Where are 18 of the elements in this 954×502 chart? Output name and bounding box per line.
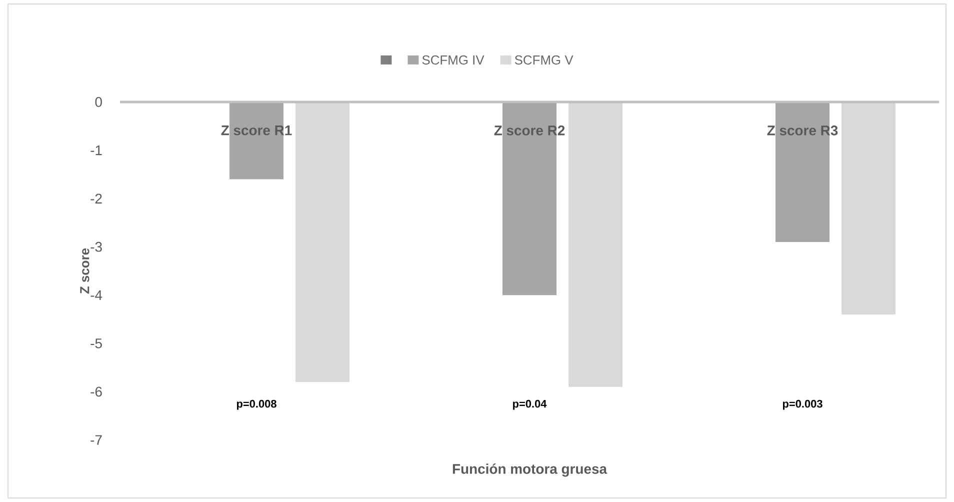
legend-label: SCFMG V [514, 55, 574, 65]
y-tick-label: -1 [90, 145, 102, 156]
y-tick-label: 0 [95, 97, 102, 107]
x-tick-label: Z score R1 [221, 126, 292, 136]
y-tick-label: -7 [90, 435, 102, 445]
annotation: p=0.04 [513, 400, 547, 410]
annotation: p=0.003 [782, 400, 822, 410]
legend-label: SCFMG IV [422, 55, 484, 65]
y-tick-label: -2 [90, 194, 102, 204]
y-tick-label: -3 [90, 242, 102, 252]
x-tick-label: Z score R2 [494, 126, 565, 136]
x-tick-label: Z score R3 [767, 126, 838, 136]
x-axis-title: Función motora gruesa [452, 464, 608, 477]
y-tick-label: -5 [90, 338, 102, 348]
y-axis-title: Z score [80, 248, 90, 294]
y-tick-label: -6 [90, 386, 102, 397]
y-tick-label: -4 [90, 290, 102, 300]
annotation: p=0.008 [236, 400, 276, 410]
